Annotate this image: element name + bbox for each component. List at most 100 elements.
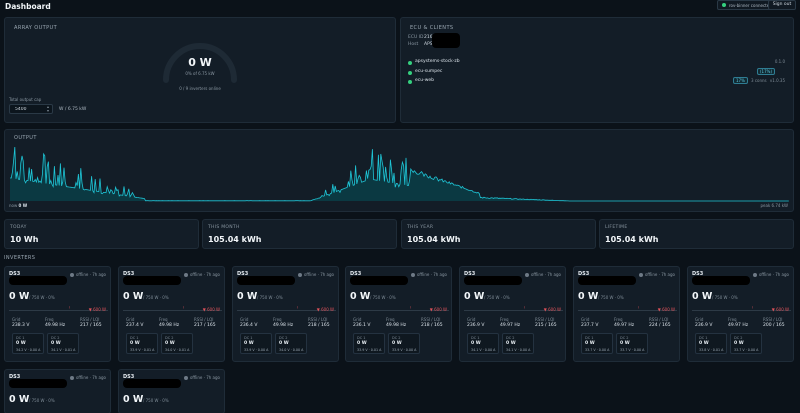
limit-marker-icon: ╵: [523, 306, 526, 311]
inverter-capacity: / 750 W · 0%: [29, 398, 55, 403]
sign-out-button[interactable]: Sign out: [768, 0, 796, 10]
inverter-model: DS3: [123, 374, 135, 380]
inverter-model: DS3: [123, 271, 135, 277]
limit-marker-icon: ╵: [751, 306, 754, 311]
freq-value: 49.97 Hz: [614, 323, 635, 328]
stat-label: LIFETIME: [605, 225, 628, 230]
inverter-status: offline · 7h ago: [69, 272, 106, 277]
client-row: ecu-sumpec (17%): [405, 68, 791, 78]
inverter-limit[interactable]: ▼ 600 W: [316, 307, 334, 312]
client-connections: 3 conns: [751, 78, 767, 83]
client-name: apsystems-stock-zb: [415, 59, 460, 64]
grid-value: 237.4 V: [126, 323, 144, 328]
rssi-label: RSSI / LQI: [80, 317, 100, 322]
dc-label: DC 1: [130, 336, 139, 340]
rssi-label: RSSI / LQI: [535, 317, 555, 322]
inverter-model: DS3: [692, 271, 704, 277]
inverter-card[interactable]: DS3 offline · 7h ago 0 W / 750 W · 0%: [118, 369, 225, 413]
dc-power: 0 W: [51, 341, 61, 346]
inverter-power: 0 W: [578, 291, 599, 302]
inverter-model: DS3: [464, 271, 476, 277]
inverter-limit[interactable]: ▼ 600 W: [657, 307, 675, 312]
dc-label: DC 1: [16, 336, 25, 340]
inverter-card[interactable]: DS3 offline · 7h ago 0 W / 750 W · 0% ╵ …: [687, 266, 794, 362]
chart-now-value: 0 W: [18, 203, 28, 208]
page-title: Dashboard: [5, 2, 51, 11]
inverter-card[interactable]: DS3 offline · 7h ago 0 W / 750 W · 0% ╵ …: [459, 266, 566, 362]
inverter-power: 0 W: [692, 291, 713, 302]
inverter-limit[interactable]: ▼ 600 W: [771, 307, 789, 312]
inverter-card[interactable]: DS3 offline · 7h ago 0 W / 750 W · 0% ╵ …: [118, 266, 225, 362]
stat-value: 105.04 kWh: [208, 235, 262, 244]
dc-detail: 33.8 V · 0.01 A: [699, 348, 724, 352]
inverter-limit[interactable]: ▼ 600 W: [429, 307, 447, 312]
inverter-status-label: offline · 7h ago: [75, 272, 106, 277]
dc-detail: 34.0 V · 0.01 A: [165, 348, 190, 352]
inverter-status: offline · 7h ago: [752, 272, 789, 277]
inverter-capacity: / 750 W · 0%: [712, 295, 738, 300]
inverter-card[interactable]: DS3 offline · 7h ago 0 W / 750 W · 0%: [4, 369, 111, 413]
inverter-serial-redaction: [578, 276, 636, 285]
inverter-model: DS3: [578, 271, 590, 277]
dc-detail: 34.1 V · 0.00 A: [471, 348, 496, 352]
freq-value: 49.97 Hz: [500, 323, 521, 328]
inverter-model: DS3: [350, 271, 362, 277]
inverter-limit[interactable]: ▼ 600 W: [88, 307, 106, 312]
freq-label: Freq: [614, 317, 623, 322]
limit-spinner-icon[interactable]: ▴ ▾: [47, 104, 50, 113]
client-online-dot-icon: [408, 61, 412, 65]
ecu-id-row: ECU ID2162: [408, 35, 435, 40]
rssi-value: 215 / 165: [535, 323, 557, 328]
limit-marker-icon: ╵: [637, 306, 640, 311]
freq-value: 49.98 Hz: [159, 323, 180, 328]
dc-power: 0 W: [279, 341, 289, 346]
stat-card-lifetime: LIFETIME 105.04 kWh: [599, 219, 794, 249]
rssi-value: 217 / 165: [194, 323, 216, 328]
inverter-power: 0 W: [237, 291, 258, 302]
inverter-status-label: offline · 7h ago: [189, 272, 220, 277]
inverter-model: DS3: [9, 271, 21, 277]
chart-now-caption: now: [9, 203, 18, 208]
inverter-power: 0 W: [350, 291, 371, 302]
dc-label: DC 2: [734, 336, 743, 340]
offline-dot-icon: [297, 272, 302, 277]
grid-label: Grid: [353, 317, 362, 322]
rssi-label: RSSI / LQI: [763, 317, 783, 322]
total-limit-input[interactable]: [9, 104, 53, 114]
limit-marker-icon: ╵: [296, 306, 299, 311]
array-output-title: ARRAY OUTPUT: [14, 25, 58, 31]
client-online-dot-icon: [408, 71, 412, 75]
dc-power: 0 W: [357, 341, 367, 346]
inverter-limit[interactable]: ▼ 600 W: [202, 307, 220, 312]
inverter-status-label: offline · 7h ago: [530, 272, 561, 277]
client-name: ecu-sumpec: [415, 69, 443, 74]
inverter-model: DS3: [237, 271, 249, 277]
inverter-status: offline · 7h ago: [638, 272, 675, 277]
inverter-serial-redaction: [237, 276, 295, 285]
inverter-status-label: offline · 7h ago: [303, 272, 334, 277]
dc-detail: 33.9 V · 0.01 A: [130, 348, 155, 352]
dc-label: DC 1: [585, 336, 594, 340]
grid-value: 236.9 V: [695, 323, 713, 328]
inverter-card[interactable]: DS3 offline · 7h ago 0 W / 750 W · 0% ╵ …: [232, 266, 339, 362]
dc-detail: 33.9 V · 0.01 A: [357, 348, 382, 352]
dc-power: 0 W: [734, 341, 744, 346]
status-dot-icon: [722, 3, 726, 7]
dc-power: 0 W: [699, 341, 709, 346]
inverter-limit[interactable]: ▼ 600 W: [543, 307, 561, 312]
inverter-status: offline · 7h ago: [524, 272, 561, 277]
stat-card-month: THIS MONTH 105.04 kWh: [202, 219, 397, 249]
inverter-card[interactable]: DS3 offline · 7h ago 0 W / 750 W · 0% ╵ …: [345, 266, 452, 362]
inverter-card[interactable]: DS3 offline · 7h ago 0 W / 750 W · 0% ╵ …: [4, 266, 111, 362]
total-limit-label: Total output cap: [9, 97, 42, 102]
inverter-capacity: / 750 W · 0%: [370, 295, 396, 300]
inverter-card[interactable]: DS3 offline · 7h ago 0 W / 750 W · 0% ╵ …: [573, 266, 680, 362]
inverter-status-label: offline · 7h ago: [189, 375, 220, 380]
